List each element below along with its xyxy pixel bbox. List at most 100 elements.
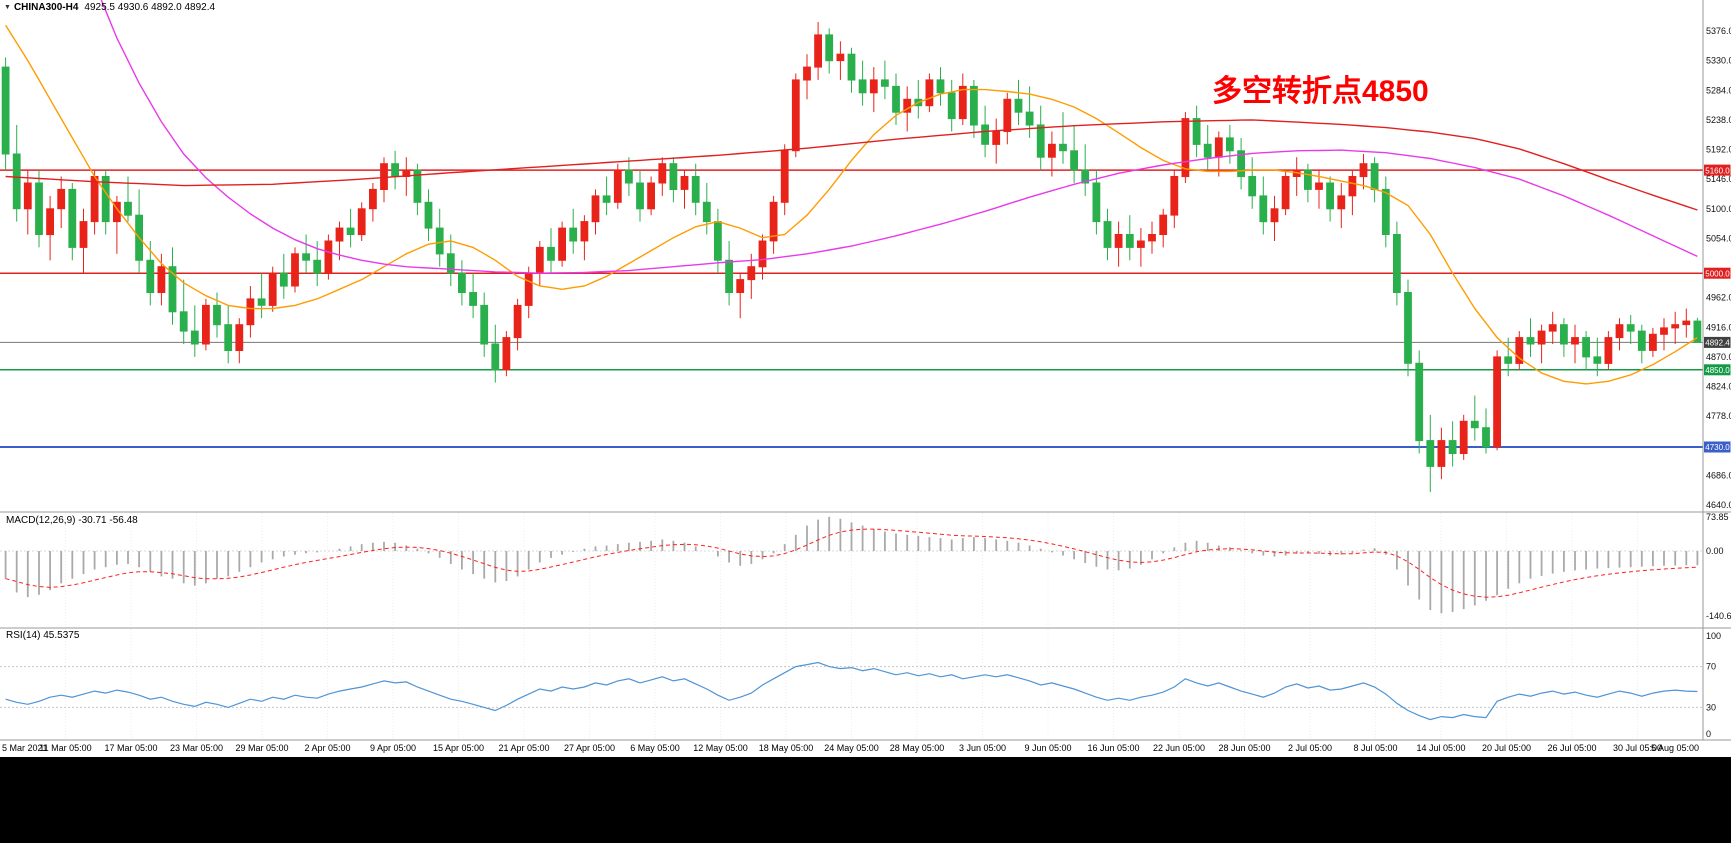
candle-body [1114, 234, 1123, 248]
time-axis-label: 28 May 05:00 [890, 743, 945, 753]
candle-body [1448, 440, 1457, 455]
candle-body [524, 272, 533, 306]
time-axis-label: 20 Jul 05:00 [1482, 743, 1531, 753]
symbol-name: CHINA300-H4 [13, 2, 79, 13]
candle-body [1048, 143, 1056, 158]
candle-body [168, 266, 177, 313]
candle-body [279, 272, 288, 287]
main-price-panel [0, 0, 1703, 493]
candle-body [1582, 337, 1590, 358]
time-axis-label: 2 Jul 05:00 [1288, 743, 1332, 753]
price-tag [1704, 164, 1731, 176]
macd-axis-label: -140.67 [1706, 611, 1731, 621]
candle-body [1025, 111, 1034, 126]
candle-body [357, 208, 366, 236]
candle-body [1671, 324, 1680, 329]
time-axis-label: 15 Apr 05:00 [433, 743, 484, 753]
price-axis-label: 5054.0 [1706, 233, 1731, 243]
time-axis-label: 27 Apr 05:00 [564, 743, 615, 753]
time-axis-label: 23 Mar 05:00 [170, 743, 223, 753]
ma-mid-magenta-line [100, 0, 1698, 274]
candle-body [246, 298, 255, 326]
candle-body [825, 34, 834, 62]
candle-body [1660, 327, 1668, 335]
candle-body [613, 169, 622, 203]
price-axis-label: 4778.0 [1706, 411, 1731, 421]
price-tag [1704, 441, 1731, 453]
price-tag-label: 4730.0 [1705, 443, 1730, 452]
candle-body [190, 330, 199, 345]
candle-body [1036, 124, 1045, 158]
macd-axis-label: 73.85 [1706, 512, 1729, 522]
candle-body [1081, 169, 1090, 184]
candle-body [213, 304, 221, 326]
time-axis-label: 24 May 05:00 [824, 743, 879, 753]
candle-body [1548, 324, 1557, 332]
candle-body [124, 201, 132, 216]
candle-body [758, 240, 767, 268]
candle-body [35, 182, 43, 235]
time-axis-label: 26 Jul 05:00 [1547, 743, 1596, 753]
candle-body [12, 153, 21, 210]
candle-body [1059, 143, 1067, 152]
rsi-axis-label: 30 [1706, 702, 1716, 712]
candle-body [1170, 176, 1179, 216]
candle-body [669, 163, 678, 190]
candle-body [202, 304, 210, 345]
candle-body [803, 66, 811, 81]
price-tag-label: 5000.0 [1705, 269, 1730, 278]
candle-body [1415, 362, 1424, 442]
macd-indicator-label: MACD(12,26,9) -30.71 -56.48 [6, 515, 138, 526]
candle-body [814, 34, 823, 68]
price-axis-label: 4962.0 [1706, 293, 1731, 303]
price-axis-label: 4686.0 [1706, 470, 1731, 480]
candle-body [1259, 195, 1268, 223]
candle-body [702, 201, 711, 223]
time-axis-label: 16 Jun 05:00 [1087, 743, 1139, 753]
price-axis-label: 5192.0 [1706, 145, 1731, 155]
candle-body [1393, 234, 1401, 293]
candle-body [257, 298, 266, 306]
candle-body [23, 182, 32, 210]
candle-body [1526, 337, 1535, 345]
candle-body [925, 79, 934, 107]
candle-body [1593, 356, 1602, 364]
candle-body [747, 266, 756, 281]
price-tag-label: 5160.0 [1705, 166, 1730, 175]
rsi-indicator-label: RSI(14) 45.5375 [6, 630, 80, 641]
candle-body [1103, 221, 1112, 248]
price-tag [1704, 364, 1731, 376]
candle-body [992, 131, 1001, 145]
candle-body [57, 188, 66, 210]
price-tag-label: 4892.4 [1705, 339, 1730, 348]
price-tag-label: 4850.0 [1705, 366, 1730, 375]
candle-body [324, 240, 333, 274]
macd-signal-line [5, 528, 1698, 598]
candle-body [469, 292, 478, 306]
time-axis-label: 29 Mar 05:00 [235, 743, 288, 753]
time-axis-label: 12 May 05:00 [693, 743, 748, 753]
time-axis-label: 21 Apr 05:00 [498, 743, 549, 753]
time-axis-label: 6 May 05:00 [630, 743, 680, 753]
candle-body [1693, 320, 1702, 343]
candle-body [291, 253, 299, 287]
candle-body [625, 169, 633, 184]
price-axis-label: 5284.0 [1706, 85, 1731, 95]
candle-body [1437, 440, 1446, 467]
ohlc-values: 4925.5 4930.6 4892.0 4892.4 [84, 2, 216, 13]
candle-body [1, 66, 10, 155]
candle-body [68, 188, 77, 248]
price-axis: 5376.0 5330.0 5284.0 5238.0 5192.0 5146.0 5100… [1704, 26, 1731, 739]
rsi-axis-label: 70 [1706, 662, 1716, 672]
candle-body [1214, 137, 1223, 158]
macd-panel [0, 513, 1703, 627]
candle-body [1014, 98, 1023, 113]
candle-body [1137, 240, 1145, 248]
candle-body [736, 279, 745, 294]
chart-canvas[interactable]: 5376.0 5330.0 5284.0 5238.0 5192.0 5146.0 5100… [0, 0, 1731, 757]
macd-axis-label: 0.00 [1706, 546, 1724, 556]
candle-body [1515, 337, 1524, 364]
candle-body [725, 259, 734, 293]
candle-body [79, 221, 88, 248]
candle-body [869, 79, 878, 94]
